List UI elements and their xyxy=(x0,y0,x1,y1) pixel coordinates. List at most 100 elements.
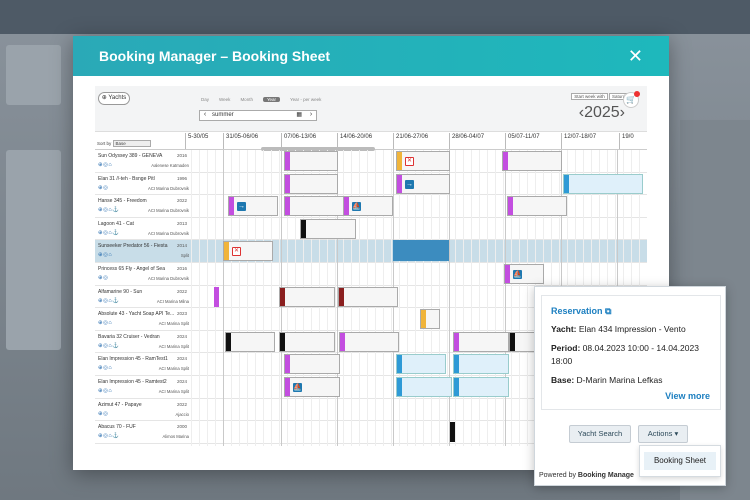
booking-status-stripe xyxy=(224,242,229,261)
booking-block[interactable] xyxy=(300,218,356,239)
booking-block[interactable] xyxy=(563,173,643,194)
year-prev-icon[interactable]: ‹ xyxy=(578,104,585,121)
actions-dropdown: Booking Sheet xyxy=(639,445,721,477)
yacht-name[interactable]: Hanse 345 - Freedom xyxy=(98,198,147,205)
close-icon[interactable]: ✕ xyxy=(627,45,643,66)
booking-block[interactable] xyxy=(279,286,335,307)
booking-block[interactable] xyxy=(453,354,509,375)
booking-block[interactable] xyxy=(453,331,509,352)
yacht-name[interactable]: Elan Impression 45 - RamTest1 xyxy=(98,356,168,363)
year-selector: ‹2025› xyxy=(579,104,625,122)
equipment-icons: ⊕◎⌂⚓ xyxy=(98,342,120,349)
yacht-row[interactable]: Azimut 47 - Papaye 2022 ⊕◎ Ajaccio xyxy=(95,399,647,422)
booking-block[interactable]: → xyxy=(396,173,450,194)
grid-line xyxy=(495,150,496,446)
yacht-name[interactable]: Absolute 43 - Yacht Soap API Te... xyxy=(98,311,175,318)
tab-week[interactable]: Week xyxy=(219,97,231,102)
season-prev-icon[interactable]: ‹ xyxy=(203,111,207,118)
grid-line xyxy=(407,150,408,446)
week-divider xyxy=(449,150,450,446)
actions-button[interactable]: Actions ▾ xyxy=(638,425,688,443)
tab-day[interactable]: Day xyxy=(201,97,210,102)
yacht-base: Alimos Marina xyxy=(162,434,189,440)
yacht-name[interactable]: Sunseeker Predator 56 - Fiesta xyxy=(98,243,168,250)
yacht-name[interactable]: Elan 31 //-teh - Bsnge Pitl xyxy=(98,175,155,182)
booking-block[interactable]: ✕ xyxy=(223,241,273,262)
booking-block[interactable] xyxy=(284,196,344,217)
booking-block[interactable] xyxy=(396,377,452,397)
yachts-filter-button[interactable]: ⊕ Yachts xyxy=(98,92,130,105)
booking-block[interactable]: ⛵ xyxy=(504,264,544,284)
booking-block[interactable] xyxy=(450,422,455,443)
yacht-name[interactable]: Azimut 47 - Papaye xyxy=(98,401,142,408)
grid-line xyxy=(207,150,208,446)
booking-block[interactable] xyxy=(284,173,338,194)
booking-block[interactable] xyxy=(284,151,338,171)
start-week-select[interactable]: Start week with Saturday xyxy=(571,93,633,100)
reservation-link[interactable]: Reservation ⧉ xyxy=(551,306,612,316)
booking-block[interactable] xyxy=(396,354,446,375)
booking-block[interactable] xyxy=(420,309,440,330)
yacht-row[interactable]: Sun Odyssey 389 - GENEVA 2016 ⊕◎⌂ Aalenese … xyxy=(95,150,647,173)
yacht-row[interactable]: Abacus 70 - FUF 2000 ⊕◎⌂⚓ Alimos Marina xyxy=(95,421,647,444)
yacht-name[interactable]: Abacus 70 - FUF xyxy=(98,424,136,431)
booking-block[interactable] xyxy=(338,286,398,307)
year-next-icon[interactable]: › xyxy=(619,104,625,121)
grid-line xyxy=(463,150,464,446)
sort-by[interactable]: Sort by Base xyxy=(97,140,151,147)
booking-status-stripe xyxy=(508,197,513,216)
yacht-row[interactable]: Elan Impression 45 - RamTest1 2024 ⊕◎⌂ ACI … xyxy=(95,353,647,376)
tab-year-per-week[interactable]: Year - per week xyxy=(290,97,322,102)
sort-select[interactable]: Base xyxy=(112,140,151,147)
horizontal-scrollbar[interactable] xyxy=(261,147,375,151)
yacht-name[interactable]: Elan Impression 45 - Ramtest2 xyxy=(98,379,167,385)
yacht-name[interactable]: Lagoon 41 - Cat xyxy=(98,220,134,227)
grid-line xyxy=(239,150,240,446)
view-more-link[interactable]: View more xyxy=(665,391,710,401)
yacht-row[interactable]: Alfamarine 90 - Sun 2022 ⊕◎⌂⚓ ACI Marina Mi… xyxy=(95,286,647,309)
tab-month[interactable]: Month xyxy=(240,97,253,102)
booking-block[interactable]: → xyxy=(228,196,278,217)
yacht-name[interactable]: Sun Odyssey 389 - GENEVA xyxy=(98,153,163,159)
yacht-row[interactable]: Elan 31 //-teh - Bsnge Pitl 1996 ⊕◎ ACI Mar… xyxy=(95,173,647,196)
yacht-search-button[interactable]: Yacht Search xyxy=(569,425,631,443)
cart-icon[interactable]: 🛒 xyxy=(623,91,640,108)
booking-status-stripe xyxy=(285,355,290,374)
season-next-icon[interactable]: › xyxy=(309,111,313,118)
grid-line xyxy=(471,150,472,446)
booking-block[interactable] xyxy=(284,354,340,375)
menu-item-booking-sheet[interactable]: Booking Sheet xyxy=(644,452,716,470)
grid-line xyxy=(519,150,520,446)
booking-block[interactable]: ⛵ xyxy=(343,196,393,217)
tab-year[interactable]: Year xyxy=(262,97,281,102)
yacht-row[interactable]: Hanse 345 - Freedom 2022 ⊕◎⌂⚓ ACI Marina Du… xyxy=(95,195,647,218)
start-week-value[interactable]: Saturday xyxy=(608,93,633,100)
yacht-year: 2000 xyxy=(177,424,188,430)
yacht-base: ACI Marina Split xyxy=(158,343,189,349)
booking-block[interactable] xyxy=(214,286,219,307)
yacht-row[interactable]: Elan Impression 45 - Ramtest2 2024 ⊕◎⌂ ACI … xyxy=(95,376,647,399)
yacht-row[interactable]: Absolute 43 - Yacht Soap API Te... 2023 ⊕◎… xyxy=(95,308,647,331)
yacht-name[interactable]: Alfamarine 90 - Sun xyxy=(98,288,143,295)
base-line: Base: D-Marin Marina Lefkas xyxy=(551,375,663,385)
booking-block[interactable] xyxy=(507,196,567,217)
season-select[interactable]: ‹ summer ▦ › xyxy=(199,110,317,121)
calendar-icon[interactable]: ▦ xyxy=(296,112,302,118)
option-block[interactable] xyxy=(393,240,449,262)
booking-block[interactable]: ⛵ xyxy=(284,377,340,397)
booking-block[interactable] xyxy=(502,151,562,171)
booking-block[interactable]: ✕ xyxy=(396,151,450,171)
booking-block[interactable] xyxy=(339,331,399,352)
yacht-year: 1996 xyxy=(177,175,188,181)
sheet-toolbar: ⊕ Yachts Day Week Month Year Year - per … xyxy=(95,86,647,132)
view-tabs: Day Week Month Year Year - per week xyxy=(201,97,321,102)
yacht-row[interactable]: Bavaria 32 Cruiser - Vedran 2024 ⊕◎⌂⚓ ACI M… xyxy=(95,331,647,354)
yacht-row[interactable]: Lagoon 41 - Cat 2013 ⊕◎⌂⚓ ACI Marina Dubrov… xyxy=(95,218,647,241)
yacht-row[interactable]: Princess 65 Fly - Angel of Sea 2016 ⊕◎ ACI … xyxy=(95,263,647,286)
booking-status-stripe xyxy=(503,152,508,170)
booking-block[interactable] xyxy=(225,331,275,352)
booking-block[interactable] xyxy=(453,377,509,397)
yacht-name[interactable]: Bavaria 32 Cruiser - Vedran xyxy=(98,333,160,340)
booking-block[interactable] xyxy=(279,331,335,352)
yacht-name[interactable]: Princess 65 Fly - Angel of Sea xyxy=(98,266,165,272)
